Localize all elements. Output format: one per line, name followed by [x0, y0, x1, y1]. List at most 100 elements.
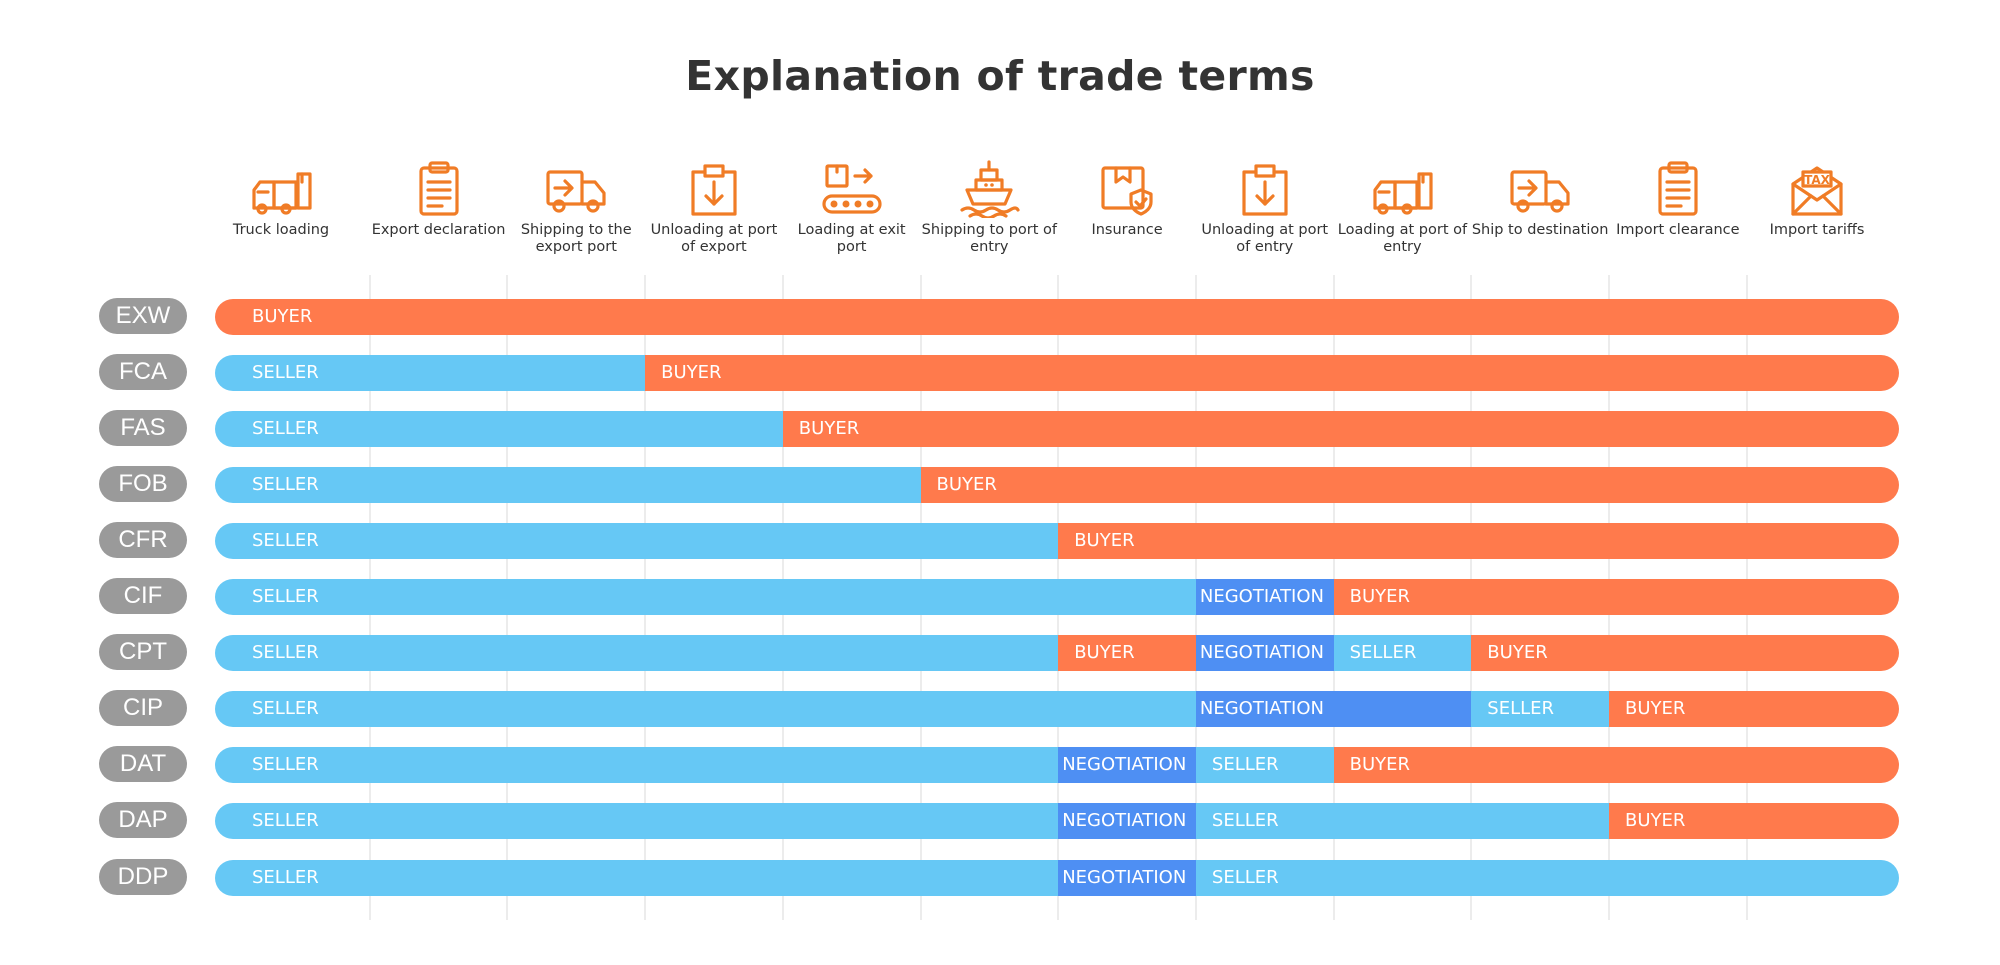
term-bar-cfr: SELLER BUYER: [215, 523, 1899, 559]
segment-label: BUYER: [936, 474, 997, 495]
stage-label: Shipping to the export port: [520, 222, 632, 255]
segment-label: SELLER: [252, 867, 319, 888]
segment-label: NEGOTIATION: [1199, 642, 1325, 663]
segment-negotiation: NEGOTIATION: [1195, 635, 1334, 671]
stage-loading-at-port-of-entry: Loading at port of entry: [1333, 160, 1471, 256]
segment-seller: SELLER: [215, 411, 783, 447]
term-badge-cif: CIF: [99, 578, 187, 614]
stage-label: Truck loading: [232, 222, 330, 238]
term-bar-ddp: SELLER NEGOTIATION SELLER: [215, 860, 1899, 896]
segment-label: SELLER: [252, 754, 319, 775]
delivery-truck-icon: [1507, 160, 1573, 218]
segment-seller: SELLER: [1195, 803, 1609, 839]
segment-label: SELLER: [252, 530, 319, 551]
stage-import-clearance: Import clearance: [1609, 160, 1747, 239]
stage-export-declaration: Export declaration: [370, 160, 508, 239]
segment-buyer: BUYER: [1609, 803, 1899, 839]
conveyor-icon: [819, 160, 885, 218]
box-unload-icon: [681, 160, 747, 218]
segment-label: BUYER: [661, 362, 722, 383]
segment-buyer: BUYER: [215, 299, 1899, 335]
stage-label: Import tariffs: [1769, 222, 1865, 238]
segment-negotiation: NEGOTIATION: [1058, 747, 1196, 783]
truck-loading-icon: [248, 160, 314, 218]
stage-label: Unloading at port of entry: [1201, 222, 1329, 255]
segment-negotiation: NEGOTIATION: [1195, 691, 1472, 727]
segment-label: NEGOTIATION: [1199, 698, 1325, 719]
tax-envelope-icon: TAX: [1784, 160, 1850, 218]
segment-label: SELLER: [1487, 698, 1555, 719]
ship-icon: [956, 160, 1022, 218]
segment-buyer: BUYER: [1471, 635, 1899, 671]
stage-label: Export declaration: [371, 222, 506, 238]
stage-insurance: Insurance: [1058, 160, 1196, 239]
segment-buyer: BUYER: [1609, 691, 1899, 727]
segment-seller: SELLER: [1333, 635, 1472, 671]
segment-label: SELLER: [252, 810, 319, 831]
segment-buyer: BUYER: [1058, 523, 1899, 559]
term-badge-ddp: DDP: [99, 859, 187, 895]
segment-label: NEGOTIATION: [1062, 754, 1187, 775]
segment-label: SELLER: [252, 642, 319, 663]
term-badge-fas: FAS: [99, 410, 187, 446]
term-bar-exw: BUYER: [215, 299, 1899, 335]
segment-label: SELLER: [252, 418, 319, 439]
stage-header: Truck loading Export declaration Shippin…: [0, 0, 2000, 270]
segment-seller: SELLER: [1195, 747, 1334, 783]
segment-seller: SELLER: [215, 635, 1059, 671]
term-badge-cfr: CFR: [99, 522, 187, 558]
segment-negotiation: NEGOTIATION: [1195, 579, 1334, 615]
segment-label: NEGOTIATION: [1062, 810, 1187, 831]
segment-label: SELLER: [252, 698, 319, 719]
segment-seller: SELLER: [215, 860, 1059, 896]
segment-label: BUYER: [252, 306, 313, 327]
segment-seller: SELLER: [215, 355, 646, 391]
segment-seller: SELLER: [1195, 860, 1899, 896]
delivery-truck-icon: [543, 160, 609, 218]
term-badge-fob: FOB: [99, 466, 187, 502]
term-bar-fas: SELLER BUYER: [215, 411, 1899, 447]
term-bar-cif: SELLER NEGOTIATION BUYER: [215, 579, 1899, 615]
segment-buyer: BUYER: [1333, 747, 1899, 783]
segment-seller: SELLER: [215, 691, 1196, 727]
segment-label: SELLER: [1211, 754, 1279, 775]
stage-ship-to-destination: Ship to destination: [1471, 160, 1609, 239]
segment-label: NEGOTIATION: [1199, 586, 1325, 607]
clipboard-icon: [406, 160, 472, 218]
segment-label: BUYER: [1349, 586, 1410, 607]
clipboard-icon: [1645, 160, 1711, 218]
term-bar-fob: SELLER BUYER: [215, 467, 1899, 503]
term-badge-fca: FCA: [99, 354, 187, 390]
segment-label: NEGOTIATION: [1062, 867, 1187, 888]
segment-label: BUYER: [1074, 642, 1135, 663]
stage-loading-at-exit-port: Loading at exit port: [783, 160, 921, 256]
segment-buyer: BUYER: [920, 467, 1899, 503]
term-badge-cpt: CPT: [99, 634, 187, 670]
stage-truck-loading: Truck loading: [212, 160, 350, 239]
segment-seller: SELLER: [215, 579, 1196, 615]
stage-label: Shipping to port of entry: [921, 222, 1058, 255]
stage-label: Ship to destination: [1471, 222, 1609, 238]
stage-import-tariffs: TAX Import tariffs: [1748, 160, 1886, 239]
segment-buyer: BUYER: [1333, 579, 1899, 615]
segment-seller: SELLER: [215, 803, 1059, 839]
stage-label: Unloading at port of export: [650, 222, 778, 255]
segment-label: SELLER: [252, 586, 319, 607]
term-bar-cpt: SELLER BUYER NEGOTIATION SELLER BUYER: [215, 635, 1899, 671]
truck-loading-icon: [1369, 160, 1435, 218]
term-bar-cip: SELLER NEGOTIATION SELLER BUYER: [215, 691, 1899, 727]
stage-label: Loading at port of entry: [1337, 222, 1468, 255]
term-badge-dap: DAP: [99, 802, 187, 838]
segment-negotiation: NEGOTIATION: [1058, 803, 1196, 839]
segment-label: BUYER: [1625, 810, 1686, 831]
term-badge-exw: EXW: [99, 298, 187, 334]
box-unload-icon: [1232, 160, 1298, 218]
stage-label: Insurance: [1091, 222, 1163, 238]
segment-seller: SELLER: [1471, 691, 1609, 727]
stage-shipping-to-port-of-entry: Shipping to port of entry: [920, 160, 1058, 256]
segment-label: SELLER: [1349, 642, 1417, 663]
segment-label: BUYER: [1074, 530, 1135, 551]
segment-buyer: BUYER: [1058, 635, 1196, 671]
insured-box-icon: [1094, 160, 1160, 218]
